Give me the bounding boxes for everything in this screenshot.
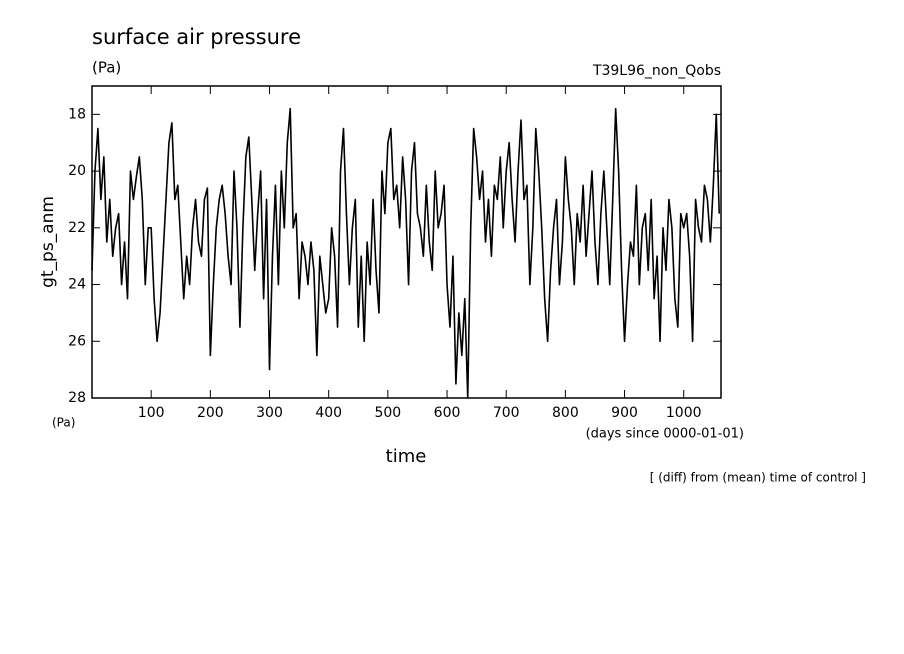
x-tick-label: 900 <box>611 405 638 421</box>
x-tick-label: 400 <box>315 405 342 421</box>
x-tick-label: 600 <box>434 405 461 421</box>
units-label: (Pa) <box>92 59 121 77</box>
note: [ (diff) from (mean) time of control ] <box>650 471 866 485</box>
y-tick-label: 26 <box>68 333 86 349</box>
chart-title: surface air pressure <box>92 25 301 49</box>
run-label: T39L96_non_Qobs <box>592 63 721 79</box>
y-units-label: (Pa) <box>52 416 75 430</box>
y-axis-label: gt_ps_anm <box>38 196 58 288</box>
data-line <box>91 107 721 399</box>
plot-frame <box>91 85 722 399</box>
x-tick-label: 300 <box>256 405 283 421</box>
y-tick-label: 20 <box>68 163 86 179</box>
x-units-label: (days since 0000-01-01) <box>586 427 744 442</box>
x-tick-label: 800 <box>552 405 579 421</box>
x-axis-label: time <box>386 446 427 467</box>
x-tick-label: 1000 <box>666 405 702 421</box>
y-tick-label: 28 <box>68 390 86 406</box>
y-tick-label: 22 <box>68 220 86 236</box>
y-tick-label: 18 <box>68 106 86 122</box>
x-tick-label: 200 <box>197 405 224 421</box>
y-tick-label: 24 <box>68 277 86 293</box>
x-tick-label: 700 <box>493 405 520 421</box>
x-tick-label: 500 <box>374 405 401 421</box>
x-tick-label: 100 <box>138 405 165 421</box>
